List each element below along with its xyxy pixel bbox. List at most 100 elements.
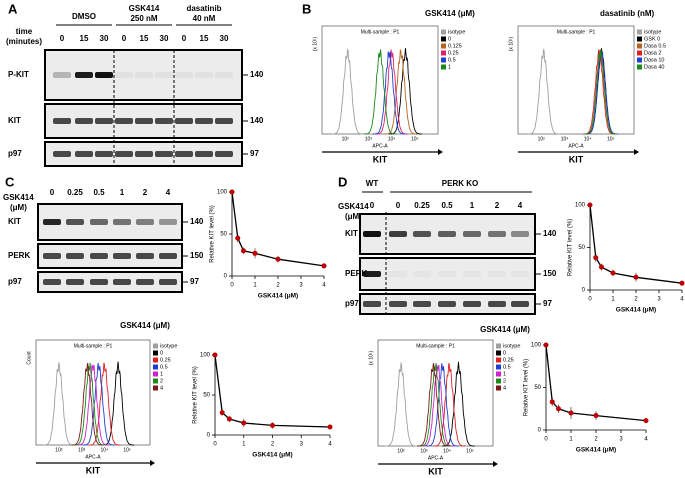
dose: 1 (470, 201, 475, 210)
x-tick-label: 10³ (561, 136, 569, 142)
x-tick-label: 10³ (420, 448, 428, 454)
legend-swatch (496, 378, 501, 384)
x-label: GSK414 (μM) (576, 447, 616, 454)
histogram (417, 363, 450, 447)
time-point: 0 (60, 34, 65, 43)
x-tick-label: 10⁴ (101, 447, 109, 453)
x-tick-label: 3 (657, 297, 661, 303)
x-label: GSK414 (μM) (258, 293, 298, 300)
band (413, 231, 431, 237)
x-label: KIT (86, 465, 101, 475)
size-label: 97 (190, 277, 199, 286)
y-tick-label: 100 (575, 203, 586, 209)
blot (359, 257, 536, 291)
band (136, 253, 154, 259)
row-label: KIT (8, 217, 21, 226)
x-tick-label: 3 (619, 437, 623, 443)
y-unit: Count (26, 351, 32, 365)
band (488, 301, 506, 307)
band (363, 271, 381, 277)
band (53, 72, 71, 78)
x-label: KIT (428, 466, 443, 476)
group-label: GSK414 (129, 4, 160, 13)
band (413, 301, 431, 307)
group-label: dasatinib (186, 4, 221, 13)
histogram (442, 361, 475, 447)
x-tick-label: 1 (569, 437, 573, 443)
marker (610, 270, 616, 276)
legend-swatch (153, 378, 158, 384)
x-tick-label: 4 (680, 297, 684, 303)
histogram (102, 361, 134, 446)
y-tick-label: 0 (207, 433, 211, 439)
row-label: KIT (8, 116, 21, 125)
dose: 0.5 (93, 188, 105, 197)
legend-label: 0.5 (160, 364, 168, 370)
x-tick-label: 10⁴ (388, 136, 396, 142)
legend-label: 0.125 (448, 43, 462, 49)
dose: 0 (396, 201, 401, 210)
dose: 2 (143, 188, 148, 197)
dose: 0.5 (441, 201, 453, 210)
legend-swatch (441, 50, 446, 56)
band (488, 271, 506, 277)
marker (327, 424, 333, 430)
band (90, 279, 108, 285)
time-point: 0 (182, 34, 187, 43)
legend-swatch (496, 385, 501, 391)
row-label: p97 (345, 299, 359, 308)
histogram (77, 364, 109, 446)
band (95, 72, 113, 78)
size-label: 150 (190, 251, 204, 260)
histogram (389, 48, 422, 135)
band (136, 219, 154, 225)
dose: 1 (120, 188, 125, 197)
legend-swatch (153, 371, 158, 377)
x-tick-label: 2 (594, 437, 598, 443)
size-label: 140 (543, 229, 557, 238)
legend-label: isotype (160, 343, 177, 349)
gate-label: Multi-sample : P1 (74, 343, 113, 349)
legend-swatch (441, 57, 446, 63)
band (511, 301, 529, 307)
x-tick-label: 4 (328, 442, 332, 448)
band (95, 151, 113, 157)
histogram (88, 362, 121, 446)
band (175, 72, 193, 78)
size-label: 140 (250, 116, 264, 125)
size-label: 150 (543, 269, 557, 278)
x-label: GSK414 (μM) (616, 307, 656, 314)
band (195, 151, 213, 157)
line (545, 344, 647, 422)
row-label: PERK (345, 269, 367, 278)
dose: 0 (370, 201, 375, 210)
y-unit: (x 10¹) (508, 36, 514, 51)
x-label: GSK414 (μM) (252, 452, 292, 459)
time-label: time (16, 27, 33, 36)
y-tick-label: 100 (200, 353, 211, 359)
marker (235, 235, 241, 241)
marker (229, 189, 235, 195)
legend-swatch (637, 57, 642, 63)
line (589, 204, 683, 284)
marker (587, 202, 593, 208)
band (389, 301, 407, 307)
legend-label: 4 (503, 385, 506, 391)
marker (270, 422, 275, 428)
time-point: 30 (100, 34, 109, 43)
band (75, 118, 93, 124)
x-label: KIT (569, 154, 584, 164)
band (66, 253, 84, 259)
band (438, 271, 456, 277)
band (463, 231, 481, 237)
legend-swatch (637, 50, 642, 56)
marker (212, 352, 218, 358)
band (115, 151, 133, 157)
x-tick-label: 4 (322, 283, 326, 289)
legend-swatch (496, 364, 501, 370)
band (463, 301, 481, 307)
y-label: Relative KIT level (%) (524, 359, 530, 417)
histogram (527, 48, 560, 135)
histogram (384, 49, 418, 135)
marker (252, 250, 258, 256)
